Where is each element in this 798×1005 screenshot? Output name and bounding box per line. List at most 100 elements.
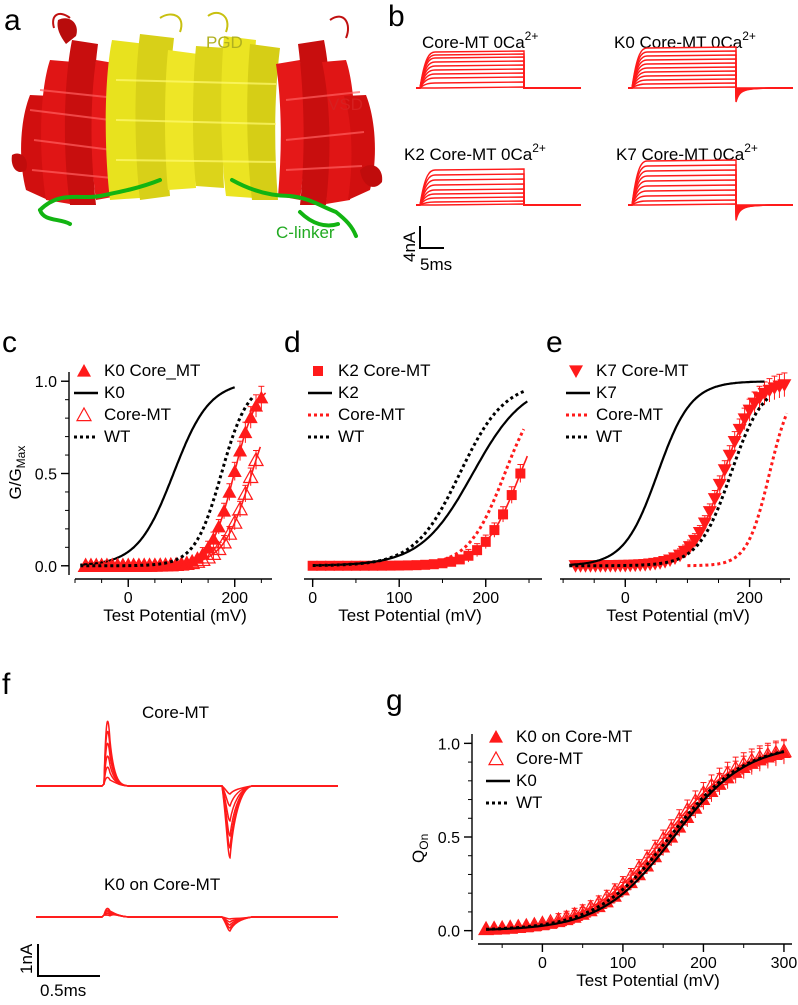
legend-entry: Core-MT (596, 405, 663, 424)
data-point (707, 493, 722, 506)
x-tick-label: 200 (221, 590, 248, 607)
trace-set-b-2 (628, 46, 794, 103)
data-point (569, 365, 583, 378)
data-point (254, 390, 269, 404)
data-point (498, 509, 509, 520)
series-curve (80, 396, 254, 568)
data-point (446, 556, 457, 567)
y-tick-label: 0.0 (438, 924, 460, 941)
x-tick-label: 0 (124, 590, 133, 607)
x-tick-label: 0 (538, 955, 547, 972)
data-point (217, 504, 232, 517)
series-fit (85, 446, 262, 567)
data-point (687, 792, 704, 808)
legend: K0 Core_MT K0 Core-MT WT (74, 361, 200, 446)
data-point (205, 545, 222, 560)
x-axis-label: Test Potential (mV) (103, 606, 247, 625)
series-dotted (80, 396, 254, 568)
gating-trace-set-1 (36, 720, 338, 859)
series-filled-down-triangle (568, 372, 792, 573)
trace-sets-b (416, 46, 794, 221)
series-curve (569, 380, 765, 566)
series-fit (312, 455, 529, 567)
current-trace (628, 159, 794, 221)
scale-bar-f (37, 944, 100, 977)
data-point (184, 554, 201, 570)
panel-letter-c: c (2, 326, 17, 359)
legend-entry: WT (338, 427, 364, 446)
panel-letter-g: g (386, 684, 403, 717)
data-point (506, 490, 517, 501)
traces-b: Core-MT 0Ca2+ K0 Core-MT 0Ca2+ K2 Core-M… (400, 29, 794, 274)
data-point (487, 750, 505, 766)
y-axis-label: QOn (409, 834, 431, 863)
gating-trace (36, 755, 338, 822)
current-trace (416, 168, 581, 206)
series-curve (312, 400, 528, 567)
series-curve (687, 412, 789, 568)
gating-trace (36, 730, 338, 849)
data-point (775, 742, 792, 758)
trace-sets-f (36, 720, 338, 932)
x-tick-label: 100 (386, 590, 413, 607)
y-tick-label: 1.0 (438, 736, 460, 753)
data-point (671, 811, 688, 826)
gating-trace (36, 909, 338, 929)
current-trace (628, 58, 794, 99)
pgd-domain (105, 11, 280, 200)
series-filled-square (307, 455, 529, 571)
data-point (221, 525, 238, 540)
panel-letter-f: f (2, 668, 11, 701)
x-tick-label: 200 (472, 590, 499, 607)
trace-set-b-1 (416, 50, 581, 89)
series-open-triangle (478, 738, 792, 936)
series-solid (312, 400, 528, 567)
legend-entry: Core-MT (104, 405, 171, 424)
current-trace (416, 72, 581, 89)
series-curve (312, 428, 526, 568)
x-tick-label: 200 (736, 590, 763, 607)
c-linker-label: C-linker (276, 223, 335, 242)
data-point (702, 506, 717, 519)
x-axis-label: Test Potential (mV) (576, 971, 720, 990)
data-point (722, 449, 737, 463)
data-point (735, 755, 752, 771)
scale-bar-f-time-label: 0.5ms (40, 981, 86, 1000)
x-tick-label: 300 (771, 955, 798, 972)
gating-title-core-mt: Core-MT (142, 703, 209, 722)
c-linker (38, 178, 358, 238)
data-point (342, 560, 353, 571)
trace-title-k2-core-mt: K2 Core-MT 0Ca2+ (404, 141, 546, 164)
gating-title-k0-on-core-mt: K0 on Core-MT (104, 875, 220, 894)
data-point (777, 379, 792, 392)
current-trace (416, 192, 581, 206)
legend-entry: K7 Core-MT (596, 361, 689, 380)
data-point (712, 478, 727, 492)
legend-entry: WT (104, 427, 130, 446)
current-trace (628, 46, 794, 103)
traces-f: Core-MT K0 on Core-MT 1nA 0.5ms (17, 703, 338, 1000)
current-trace (416, 64, 581, 89)
data-point (206, 531, 221, 545)
data-point (566, 906, 583, 922)
scale-bar-f-current-label: 1nA (17, 943, 36, 974)
data-point (216, 534, 233, 549)
data-point (238, 425, 253, 439)
data-point (77, 364, 91, 377)
data-point (463, 550, 474, 561)
data-point (695, 784, 712, 800)
current-trace (628, 54, 794, 100)
gating-trace (36, 720, 338, 859)
data-point (515, 468, 526, 479)
data-point (402, 560, 413, 571)
current-trace (628, 78, 794, 93)
data-point (243, 410, 258, 424)
legend-entry: Core-MT (516, 749, 583, 768)
x-tick-label: 0 (308, 590, 317, 607)
data-point (480, 536, 491, 547)
data-point (226, 514, 243, 529)
trace-set-b-4 (628, 159, 794, 221)
gating-trace (36, 907, 338, 932)
